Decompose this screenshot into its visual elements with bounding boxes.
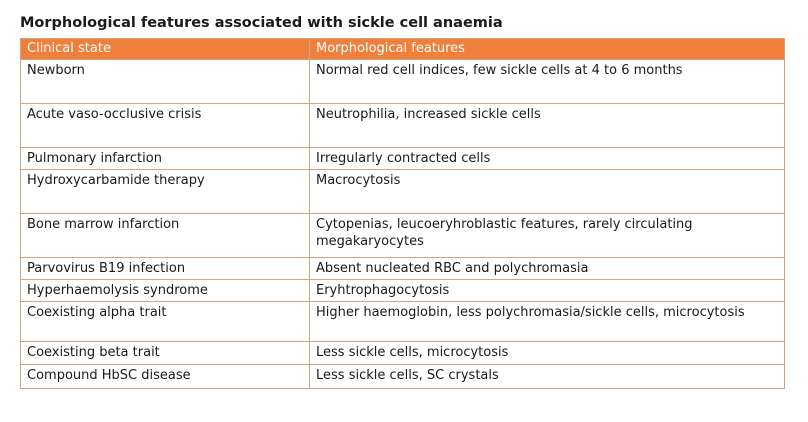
table-row: Acute vaso-occlusive crisis Neutrophilia… xyxy=(20,103,785,148)
morphological-features-cell: Less sickle cells, microcytosis xyxy=(309,341,785,365)
header-row: Clinical state Morphological features xyxy=(20,38,785,60)
table-row: Hydroxycarbamide therapy Macrocytosis xyxy=(20,169,785,214)
table-row: Pulmonary infarction Irregularly contrac… xyxy=(20,147,785,170)
table-row: Newborn Normal red cell indices, few sic… xyxy=(20,59,785,104)
morphological-features-cell: Irregularly contracted cells xyxy=(309,147,785,170)
clinical-state-cell: Coexisting alpha trait xyxy=(20,301,310,342)
clinical-state-cell: Pulmonary infarction xyxy=(20,147,310,170)
table-row: Hyperhaemolysis syndrome Eryhtrophagocyt… xyxy=(20,279,785,302)
clinical-state-cell: Acute vaso-occlusive crisis xyxy=(20,103,310,148)
morphology-table: Clinical state Morphological features Ne… xyxy=(20,38,785,389)
clinical-state-cell: Bone marrow infarction xyxy=(20,213,310,258)
clinical-state-cell: Coexisting beta trait xyxy=(20,341,310,365)
morphological-features-cell: Neutrophilia, increased sickle cells xyxy=(309,103,785,148)
column-header-clinical-state: Clinical state xyxy=(20,38,310,60)
morphological-features-cell: Normal red cell indices, few sickle cell… xyxy=(309,59,785,104)
table-row: Coexisting beta trait Less sickle cells,… xyxy=(20,341,785,365)
table-row: Compound HbSC disease Less sickle cells,… xyxy=(20,364,785,389)
clinical-state-cell: Hyperhaemolysis syndrome xyxy=(20,279,310,302)
table-row: Parvovirus B19 infection Absent nucleate… xyxy=(20,257,785,280)
table-row: Coexisting alpha trait Higher haemoglobi… xyxy=(20,301,785,342)
morphological-features-cell: Absent nucleated RBC and polychromasia xyxy=(309,257,785,280)
morphological-features-cell: Less sickle cells, SC crystals xyxy=(309,364,785,389)
column-header-morphological-features: Morphological features xyxy=(309,38,785,60)
morphological-features-cell: Cytopenias, leucoeryhroblastic features,… xyxy=(309,213,785,258)
clinical-state-cell: Hydroxycarbamide therapy xyxy=(20,169,310,214)
morphological-features-cell: Macrocytosis xyxy=(309,169,785,214)
table-title: Morphological features associated with s… xyxy=(20,15,503,31)
table-row: Bone marrow infarction Cytopenias, leuco… xyxy=(20,213,785,258)
clinical-state-cell: Newborn xyxy=(20,59,310,104)
morphological-features-cell: Higher haemoglobin, less polychromasia/s… xyxy=(309,301,785,342)
morphological-features-cell: Eryhtrophagocytosis xyxy=(309,279,785,302)
clinical-state-cell: Compound HbSC disease xyxy=(20,364,310,389)
clinical-state-cell: Parvovirus B19 infection xyxy=(20,257,310,280)
